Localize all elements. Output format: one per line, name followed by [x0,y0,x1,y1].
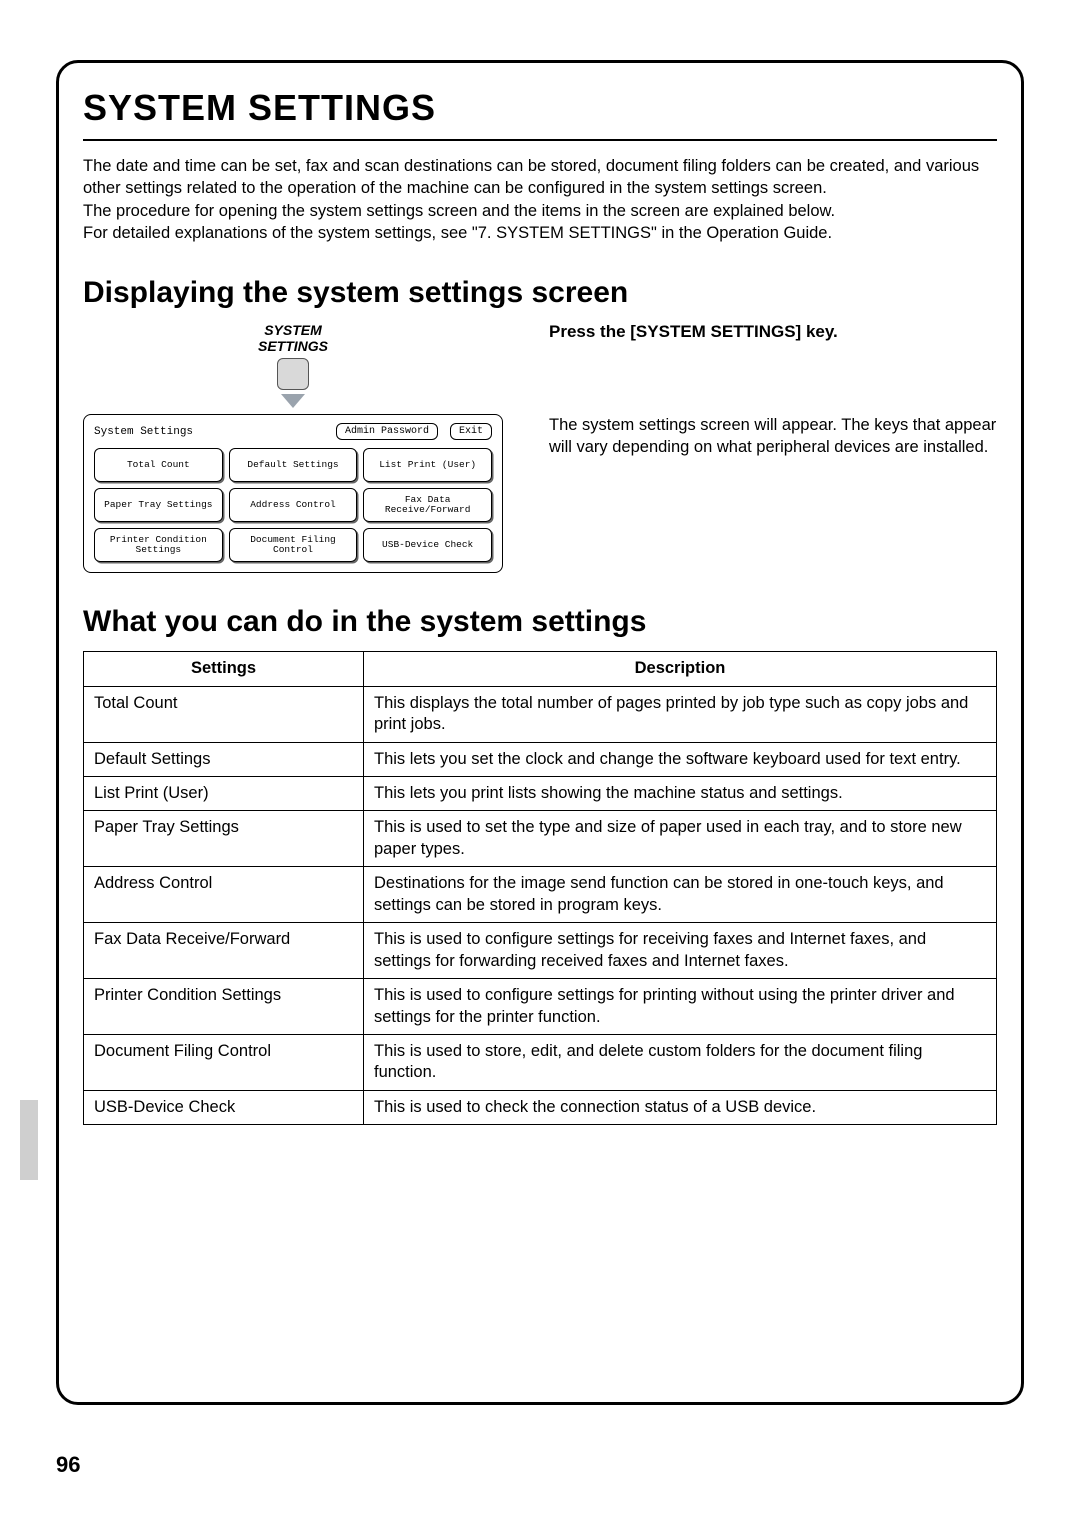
table-row: List Print (User)This lets you print lis… [84,777,997,811]
cell-desc: This is used to check the connection sta… [364,1090,997,1124]
cell-desc: This is used to configure settings for p… [364,979,997,1035]
cell-desc: This lets you set the clock and change t… [364,742,997,776]
cell-setting: Printer Condition Settings [84,979,364,1035]
screen-btn-paper-tray[interactable]: Paper Tray Settings [94,488,223,522]
intro-p2: The procedure for opening the system set… [83,200,997,222]
cell-setting: USB-Device Check [84,1090,364,1124]
screen-btn-usb-device[interactable]: USB-Device Check [363,528,492,562]
step-column: Press the [SYSTEM SETTINGS] key. The sys… [549,322,997,459]
cell-desc: This is used to store, edit, and delete … [364,1034,997,1090]
key-icon [277,358,309,390]
step-title: Press the [SYSTEM SETTINGS] key. [549,322,997,342]
cell-setting: Paper Tray Settings [84,811,364,867]
screen-btn-list-print[interactable]: List Print (User) [363,448,492,482]
cell-setting: Default Settings [84,742,364,776]
cell-setting: List Print (User) [84,777,364,811]
cell-desc: This is used to set the type and size of… [364,811,997,867]
key-label-l2: SETTINGS [258,338,328,354]
cell-desc: Destinations for the image send function… [364,867,997,923]
intro-p3: For detailed explanations of the system … [83,222,997,244]
step-body: The system settings screen will appear. … [549,414,997,459]
screen-btn-printer-condition[interactable]: Printer Condition Settings [94,528,223,562]
section2-heading: What you can do in the system settings [83,605,997,639]
admin-password-button[interactable]: Admin Password [336,423,438,440]
cell-setting: Total Count [84,686,364,742]
exit-button[interactable]: Exit [450,423,492,440]
page-frame: SYSTEM SETTINGS The date and time can be… [56,60,1024,1405]
table-row: Printer Condition SettingsThis is used t… [84,979,997,1035]
cell-desc: This lets you print lists showing the ma… [364,777,997,811]
display-row: SYSTEM SETTINGS System Settings Admin Pa… [83,322,997,573]
arrow-down-icon [281,394,305,408]
table-row: USB-Device CheckThis is used to check th… [84,1090,997,1124]
table-row: Address ControlDestinations for the imag… [84,867,997,923]
intro-p1: The date and time can be set, fax and sc… [83,155,997,200]
table-row: Fax Data Receive/ForwardThis is used to … [84,923,997,979]
screen-btn-fax-data[interactable]: Fax Data Receive/Forward [363,488,492,522]
table-header-row: Settings Description [84,652,997,686]
settings-table: Settings Description Total CountThis dis… [83,651,997,1125]
cell-setting: Address Control [84,867,364,923]
col-description: Description [364,652,997,686]
key-label-l1: SYSTEM [264,322,322,338]
col-settings: Settings [84,652,364,686]
screen-btn-address-control[interactable]: Address Control [229,488,358,522]
screen-header-buttons: Admin Password Exit [336,423,492,440]
cell-desc: This displays the total number of pages … [364,686,997,742]
intro-block: The date and time can be set, fax and sc… [83,155,997,244]
screen-title: System Settings [94,426,193,438]
page-title: SYSTEM SETTINGS [83,87,997,141]
settings-tbody: Total CountThis displays the total numbe… [84,686,997,1125]
table-row: Default SettingsThis lets you set the cl… [84,742,997,776]
screen-btn-doc-filing[interactable]: Document Filing Control [229,528,358,562]
screen-btn-total-count[interactable]: Total Count [94,448,223,482]
table-row: Total CountThis displays the total numbe… [84,686,997,742]
cell-setting: Document Filing Control [84,1034,364,1090]
table-row: Document Filing ControlThis is used to s… [84,1034,997,1090]
screen-grid: Total Count Default Settings List Print … [94,448,492,562]
section1-heading: Displaying the system settings screen [83,276,997,310]
cell-setting: Fax Data Receive/Forward [84,923,364,979]
screen-btn-default-settings[interactable]: Default Settings [229,448,358,482]
key-label: SYSTEM SETTINGS [83,322,503,354]
side-tab [20,1100,38,1180]
screen-panel: System Settings Admin Password Exit Tota… [83,414,503,573]
table-row: Paper Tray SettingsThis is used to set t… [84,811,997,867]
screen-header: System Settings Admin Password Exit [94,423,492,440]
cell-desc: This is used to configure settings for r… [364,923,997,979]
page-number: 96 [56,1452,80,1478]
key-diagram: SYSTEM SETTINGS System Settings Admin Pa… [83,322,503,573]
